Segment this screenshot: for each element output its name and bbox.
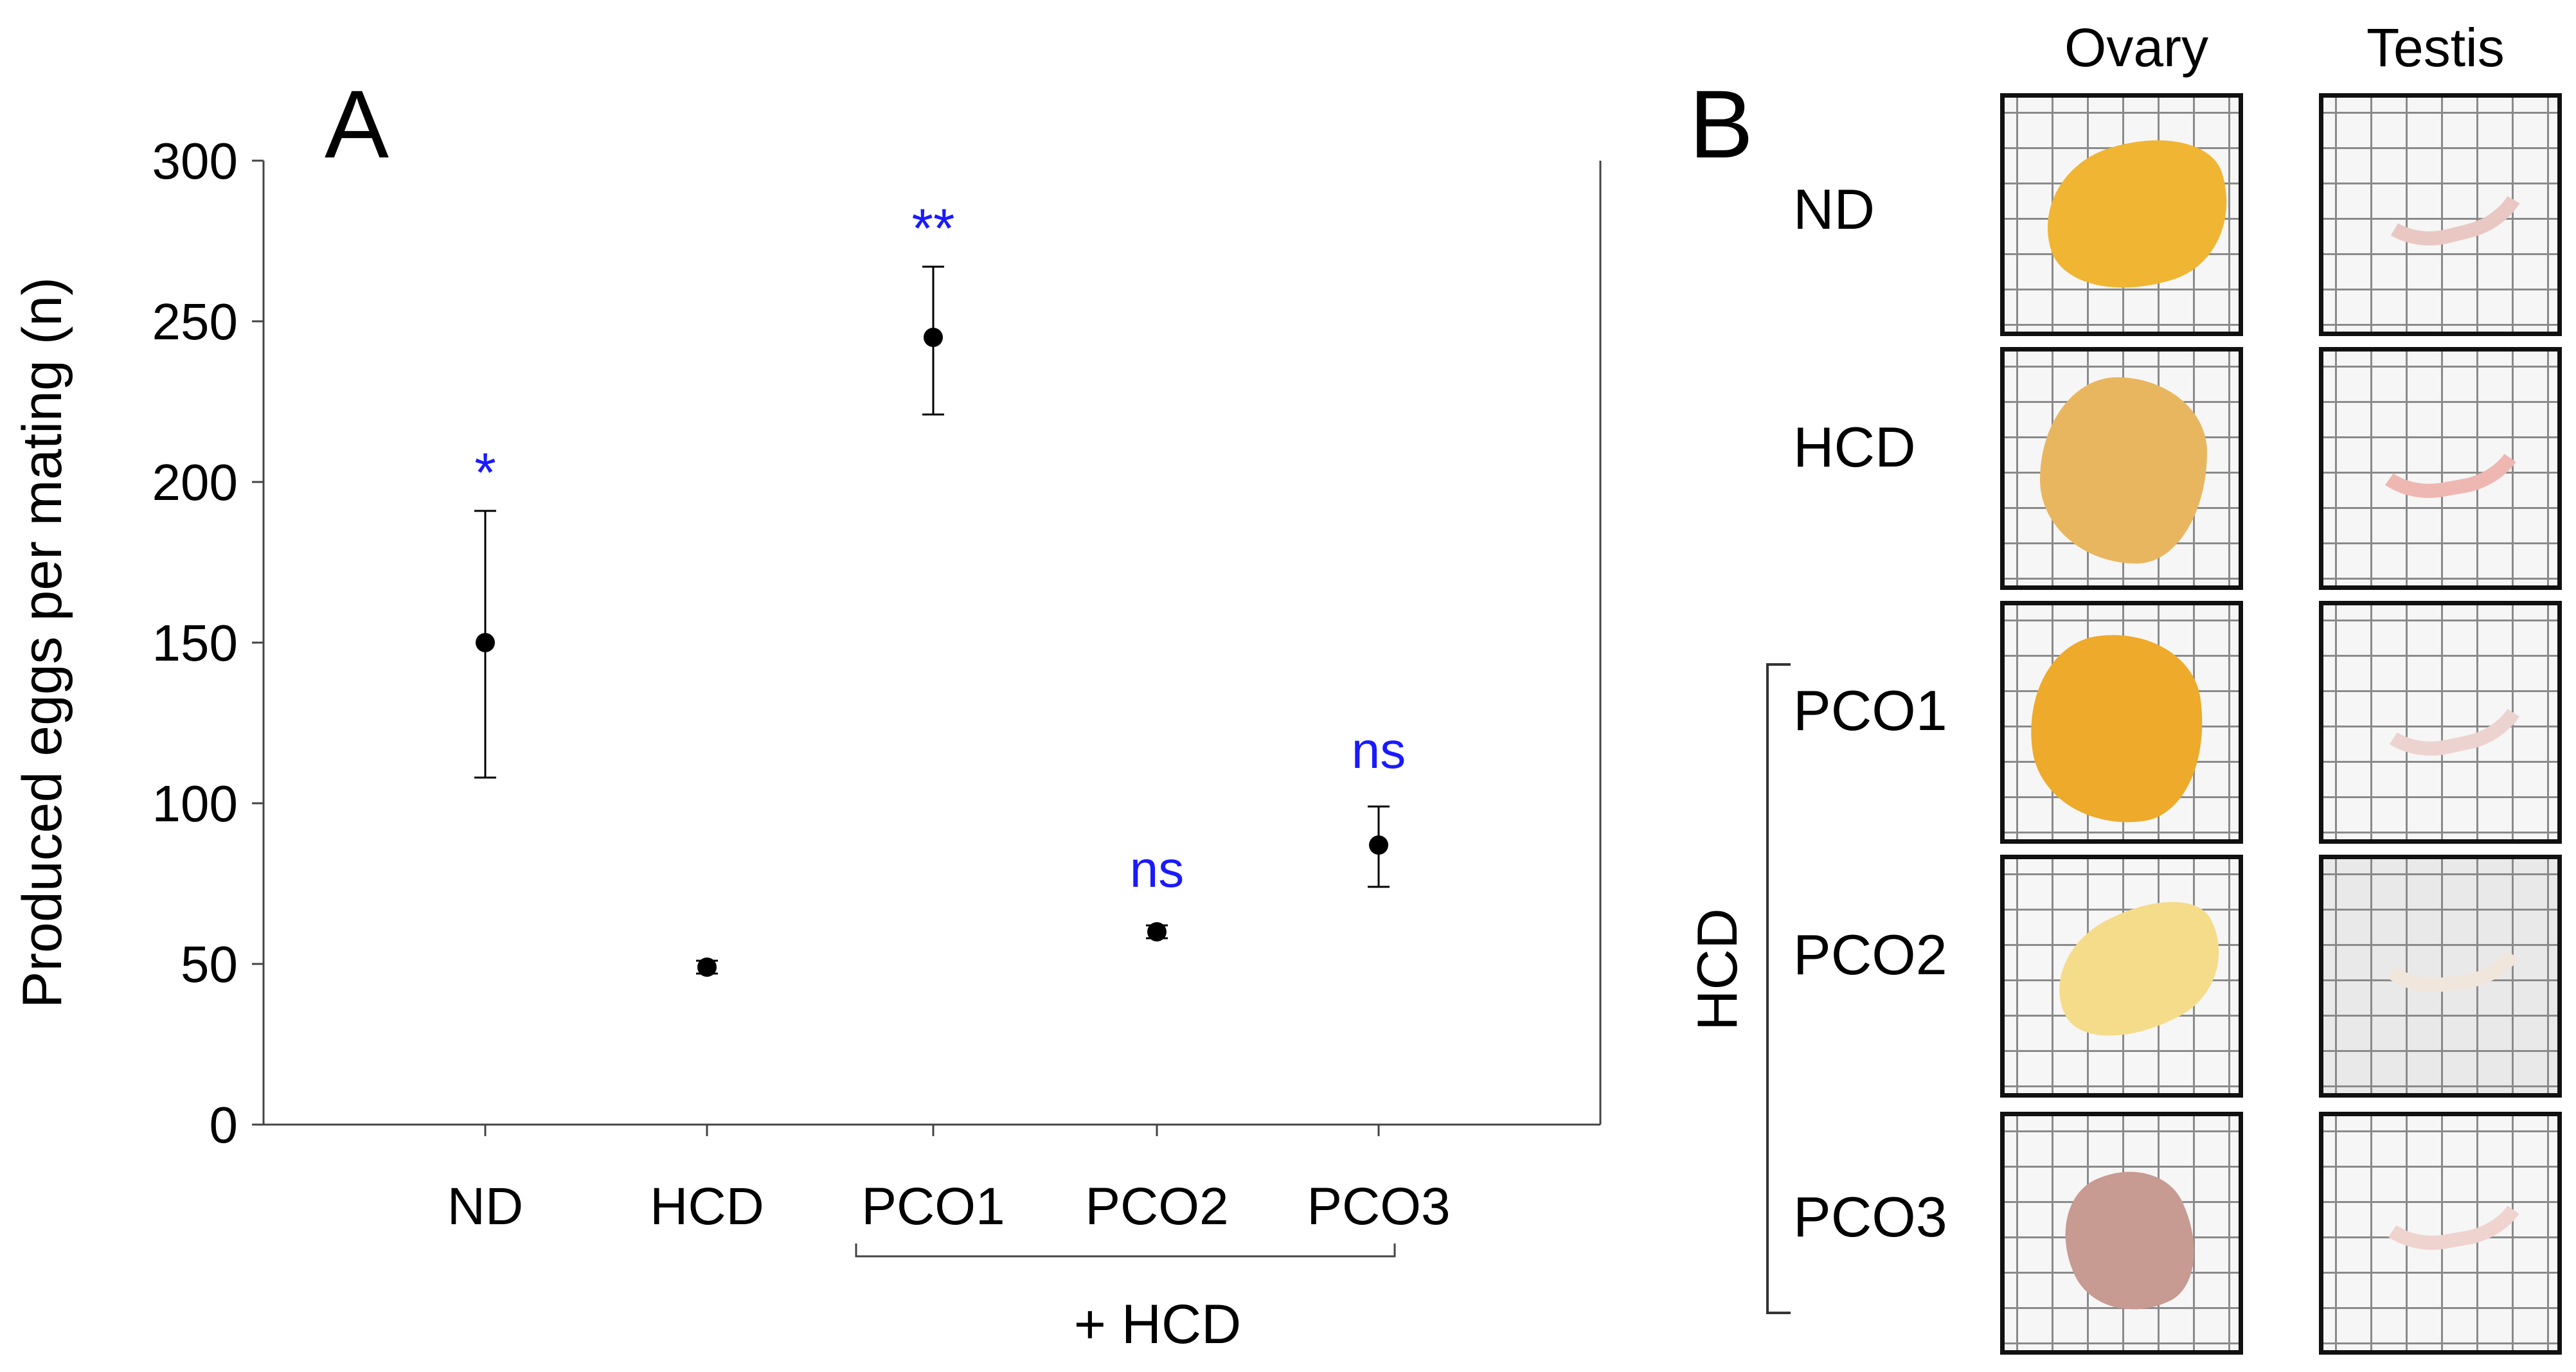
y-tick-label-50: 50 — [181, 936, 238, 993]
panel-b-letter: B — [1689, 70, 1754, 178]
y-tick-label-100: 100 — [152, 775, 238, 832]
y-tick-label-300: 300 — [152, 132, 238, 190]
testis-pco2-tissue — [2357, 892, 2543, 1002]
hcd-group-bracket — [1766, 663, 1791, 1314]
y-tick-label-200: 200 — [152, 454, 238, 511]
photo-ovary-hcd — [2000, 347, 2243, 590]
photo-ovary-nd — [2000, 93, 2243, 336]
x-tick-label-pco2: PCO2 — [1085, 1177, 1228, 1236]
photo-testis-pco1 — [2319, 601, 2562, 844]
data-point-pco2 — [1147, 922, 1167, 941]
photo-testis-pco3 — [2319, 1112, 2562, 1355]
testis-pco1-tissue — [2355, 648, 2545, 771]
significance-pco3: ns — [1352, 722, 1406, 779]
data-point-nd — [476, 633, 495, 652]
photo-testis-nd — [2319, 93, 2562, 336]
x-tick-label-nd: ND — [447, 1177, 523, 1236]
x-tick-label-hcd: HCD — [650, 1177, 764, 1236]
row-label-nd: ND — [1793, 177, 1875, 241]
ovary-pco3-tissue — [2041, 1150, 2219, 1333]
testis-nd-tissue — [2354, 135, 2546, 262]
testis-hcd-tissue — [2352, 395, 2541, 510]
photo-testis-pco2 — [2319, 855, 2562, 1098]
hcd-group-label: HCD — [1685, 908, 1749, 1031]
testis-pco3-tissue — [2356, 1146, 2545, 1262]
ovary-pco2-tissue — [2035, 877, 2239, 1064]
panel-a-letter: A — [325, 70, 389, 178]
photo-ovary-pco2 — [2000, 855, 2243, 1098]
row-label-pco2: PCO2 — [1793, 923, 1947, 986]
group-bracket — [855, 1243, 1396, 1258]
y-tick-label-150: 150 — [152, 614, 238, 672]
row-label-hcd: HCD — [1793, 415, 1916, 479]
y-tick-label-250: 250 — [152, 293, 238, 350]
data-point-pco1 — [924, 328, 943, 347]
ovary-pco1-tissue — [2017, 623, 2217, 835]
ovary-nd-tissue — [2026, 117, 2239, 313]
column-header-ovary: Ovary — [2064, 17, 2209, 78]
photo-ovary-pco3 — [2000, 1112, 2243, 1355]
column-header-testis: Testis — [2366, 17, 2505, 78]
y-tick-label-0: 0 — [210, 1096, 238, 1154]
x-tick-label-pco1: PCO1 — [861, 1177, 1005, 1236]
data-point-pco3 — [1369, 835, 1388, 855]
x-tick-label-pco3: PCO3 — [1307, 1177, 1450, 1236]
data-point-hcd — [697, 958, 717, 977]
significance-pco1: ** — [912, 198, 955, 260]
photo-testis-hcd — [2319, 347, 2562, 590]
row-label-pco1: PCO1 — [1793, 679, 1947, 742]
egg-production-chart: 0 50 100 150 200 250 300 Produced eggs per mati… — [12, 132, 1602, 1355]
row-label-pco3: PCO3 — [1793, 1185, 1947, 1249]
significance-pco2: ns — [1130, 841, 1185, 898]
x-axis-label: + HCD — [1074, 1294, 1241, 1355]
photo-ovary-pco1 — [2000, 601, 2243, 844]
significance-nd: * — [474, 442, 496, 504]
y-axis-label: Produced eggs per mating (n) — [12, 277, 73, 1008]
ovary-hcd-tissue — [2040, 377, 2207, 564]
